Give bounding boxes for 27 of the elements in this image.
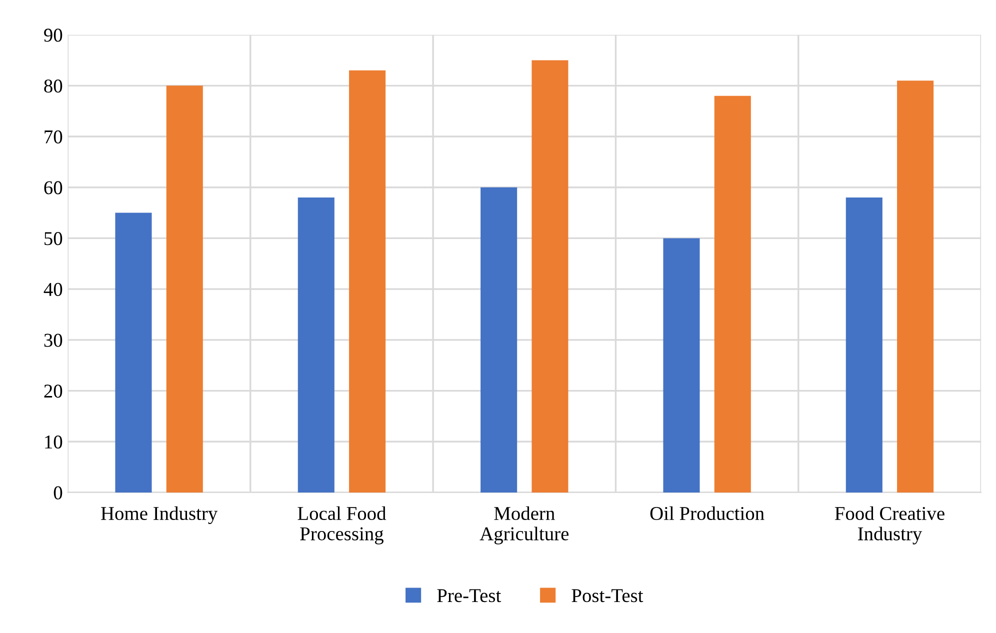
bar	[897, 80, 934, 492]
x-tick-label: Modern Agriculture	[480, 506, 569, 544]
x-tick-label: Oil Production	[650, 506, 764, 520]
legend-label: Post-Test	[572, 589, 644, 602]
y-tick-label: 60	[44, 181, 62, 194]
bar	[532, 60, 568, 492]
x-tick-label: Home Industry	[101, 506, 218, 524]
x-tick-label: Local Food Processing	[298, 506, 386, 544]
legend-label: Pre-Test	[437, 589, 502, 602]
bar	[846, 198, 882, 492]
bar	[298, 198, 334, 492]
bar	[166, 86, 203, 492]
y-tick-label: 90	[44, 28, 62, 42]
bar	[714, 96, 751, 492]
bar	[115, 212, 152, 492]
y-tick-label: 20	[44, 384, 62, 398]
y-tick-label: 80	[44, 79, 62, 93]
y-tick-label: 10	[45, 435, 62, 449]
y-tick-label: 30	[44, 334, 62, 347]
bar	[663, 238, 700, 492]
bar	[349, 70, 386, 492]
y-tick-label: 50	[44, 232, 62, 246]
x-tick-label: Food Creative Industry	[834, 506, 944, 544]
y-tick-label: 0	[54, 486, 62, 500]
y-tick-label: 40	[44, 282, 62, 296]
bar	[480, 187, 518, 492]
y-tick-label: 70	[44, 130, 62, 144]
